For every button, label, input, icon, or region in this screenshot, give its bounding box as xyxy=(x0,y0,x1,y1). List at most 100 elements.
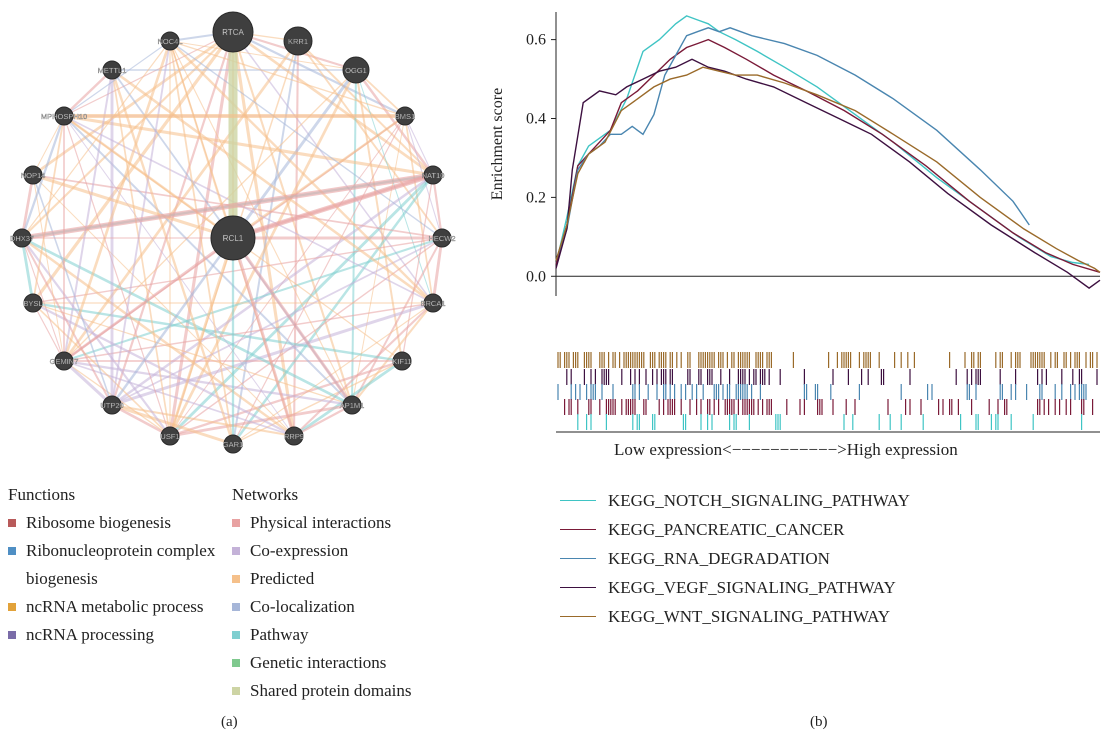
node-label: UTP20 xyxy=(100,401,123,410)
node-circle xyxy=(54,106,74,126)
network-node: NAT10 xyxy=(421,165,445,185)
network-edge xyxy=(231,237,354,406)
network-item: Co-localization xyxy=(232,593,452,621)
network-edge xyxy=(168,31,235,437)
legend-label: KEGG_WNT_SIGNALING_PATHWAY xyxy=(608,606,891,626)
network-node: BRCA1 xyxy=(420,293,446,313)
network-edge xyxy=(169,359,403,438)
network-edge xyxy=(168,237,235,437)
network-edge xyxy=(231,174,435,445)
legend-entry-vegf: KEGG_VEGF_SIGNALING_PATHWAY xyxy=(560,573,910,602)
network-edge xyxy=(111,301,434,407)
network-node: UTP20 xyxy=(100,395,124,415)
node-label: NOC4L xyxy=(157,37,182,46)
node-circle xyxy=(423,293,443,313)
network-edge xyxy=(232,40,299,445)
function-label: Ribosome biogenesis xyxy=(26,513,171,532)
network-node: USF1 xyxy=(160,426,180,446)
network-edges xyxy=(20,30,444,446)
network-edge xyxy=(32,302,353,406)
legend-entry-wnt: KEGG_WNT_SIGNALING_PATHWAY xyxy=(560,602,910,631)
network-edge xyxy=(63,69,113,117)
network-edge xyxy=(169,237,443,437)
network-edge xyxy=(232,172,434,241)
networks-title: Networks xyxy=(232,485,299,504)
series-line-2 xyxy=(555,38,1101,273)
node-label: GAR1 xyxy=(223,440,243,449)
legend-entry-pancreatic: KEGG_PANCREATIC_CANCER xyxy=(560,515,910,544)
network-edge xyxy=(169,40,443,239)
series-line-4 xyxy=(555,58,1101,289)
network-edge xyxy=(231,31,296,437)
network-edge xyxy=(169,40,406,117)
network-edge xyxy=(32,30,234,177)
node-label: RRP9 xyxy=(284,432,304,441)
network-label: Pathway xyxy=(250,625,309,644)
node-circle xyxy=(160,426,180,446)
function-label: ncRNA processing xyxy=(26,625,154,644)
network-edge xyxy=(111,69,171,437)
network-edge xyxy=(63,40,171,117)
network-item: Pathway xyxy=(232,621,452,649)
network-swatch xyxy=(232,687,240,695)
node-label: MPHOSPH10 xyxy=(41,112,87,121)
network-edge xyxy=(168,173,435,438)
network-edge xyxy=(355,69,403,362)
x-axis-label: Low expression<−−−−−−−−−−−>High expressi… xyxy=(614,440,958,459)
network-edge xyxy=(232,115,406,445)
network-node: KRR1 xyxy=(283,26,313,56)
node-circle xyxy=(342,56,370,84)
network-node: DHX37 xyxy=(10,228,34,248)
network-edge xyxy=(231,237,296,437)
network-label: Co-localization xyxy=(250,597,355,616)
network-swatch xyxy=(232,631,240,639)
node-circle xyxy=(284,426,304,446)
network-node: GAR1 xyxy=(223,434,243,454)
node-label: RCL1 xyxy=(223,234,244,243)
network-node: BMS1 xyxy=(395,106,415,126)
network-edge xyxy=(63,114,434,177)
y-tick-label: 0.4 xyxy=(526,111,546,128)
legend-label: KEGG_VEGF_SIGNALING_PATHWAY xyxy=(608,577,896,597)
legend-entry-rna: KEGG_RNA_DEGRADATION xyxy=(560,544,910,573)
node-circle xyxy=(210,215,256,261)
network-edge xyxy=(21,236,295,438)
series-line-5 xyxy=(555,66,1101,273)
network-edge xyxy=(32,115,65,304)
network-nodes: RTCA KRR1 OGG1 BMS1 NAT10 HECW2 BRCA1 KIF11 AP1M… xyxy=(10,11,456,454)
node-label: RTCA xyxy=(222,28,244,37)
node-circle xyxy=(423,165,443,185)
network-edge xyxy=(168,69,358,437)
node-circle xyxy=(102,60,122,80)
network-item: Co-expression xyxy=(232,537,452,565)
network-edge xyxy=(169,40,234,445)
function-item-ncrna-processing: ncRNA processing xyxy=(8,621,218,649)
function-swatch xyxy=(8,631,16,639)
network-edge xyxy=(63,236,234,363)
node-circle xyxy=(160,31,180,51)
network-edge xyxy=(32,173,234,240)
network-edge xyxy=(21,237,65,362)
network-label: Co-expression xyxy=(250,541,349,560)
network-edge xyxy=(32,115,65,176)
legend-line xyxy=(560,558,596,559)
network-edge xyxy=(21,172,434,241)
function-swatch xyxy=(8,547,16,555)
network-edge xyxy=(63,360,295,437)
node-label: GEMIN7 xyxy=(50,357,79,366)
node-label: DHX37 xyxy=(10,234,34,243)
function-swatch xyxy=(8,603,16,611)
node-circle xyxy=(342,395,362,415)
y-tick-label: 0.0 xyxy=(526,268,546,285)
network-label: Predicted xyxy=(250,569,315,588)
network-edge xyxy=(169,40,353,406)
network-edge xyxy=(63,115,171,437)
network-edge xyxy=(169,403,353,438)
network-edge xyxy=(32,174,295,437)
node-label: HECW2 xyxy=(428,234,455,243)
node-label: BRCA1 xyxy=(420,299,445,308)
gsea-legend: KEGG_NOTCH_SIGNALING_PATHWAY KEGG_PANCRE… xyxy=(560,486,910,631)
node-label: METTL1 xyxy=(98,66,127,75)
network-edge xyxy=(20,237,35,304)
network-node: NOC4L xyxy=(157,31,183,51)
